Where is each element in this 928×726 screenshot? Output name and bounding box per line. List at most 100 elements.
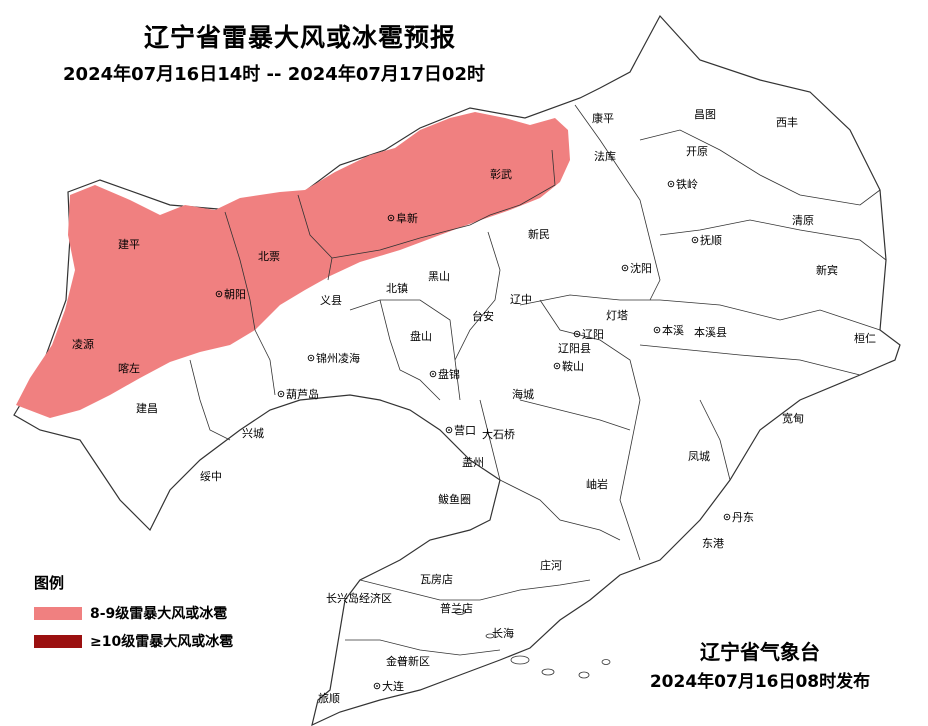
legend-title: 图例 [34,574,65,592]
city-label: 喀左 [118,362,140,375]
city-label: 长兴岛经济区 [326,591,392,605]
city-label: 东港 [702,537,724,550]
city-label: 兴城 [242,427,264,440]
capital-dot-icon [556,365,558,367]
capital-dot-icon [694,239,696,241]
capital-dot-icon [624,267,626,269]
city-label: 本溪县 [694,325,727,339]
issue-time: 2024年07月16日08时发布 [649,672,871,692]
capital-marker-icon [691,236,699,244]
city-label: 辽阳 [582,328,604,341]
legend-label-10-plus: ≥10级雷暴大风或冰雹 [90,634,234,650]
capital-marker-icon [573,330,581,338]
capital-marker-icon [307,354,315,362]
capital-dot-icon [726,516,728,518]
city-label: 黑山 [428,270,450,283]
city-label: 盖州 [462,455,484,469]
city-label: 辽中 [510,293,532,306]
city-label: 沈阳 [630,261,652,275]
province-outline [13,14,901,726]
city-label: 锦州凌海 [316,351,360,365]
capital-dot-icon [576,333,578,335]
capital-marker-icon [387,214,395,222]
city-label: 葫芦岛 [286,387,319,401]
capital-marker-icon [621,264,629,272]
capital-marker-icon [429,370,437,378]
city-label: 彰武 [490,167,512,181]
city-label: 开原 [686,145,708,158]
city-label: 普兰店 [440,601,473,615]
legend-label-8-9: 8-9级雷暴大风或冰雹 [90,606,228,622]
city-label: 大连 [382,679,404,693]
legend: 图例 8-9级雷暴大风或冰雹 ≥10级雷暴大风或冰雹 [34,572,233,657]
city-label: 营口 [454,423,476,437]
capital-dot-icon [670,183,672,185]
city-label: 丹东 [732,511,754,524]
capital-marker-icon [373,682,381,690]
city-label: 台安 [472,309,494,323]
county-borders [189,104,887,656]
city-label: 法库 [594,149,616,163]
city-label: 绥中 [200,470,222,483]
city-label: 昌图 [694,108,716,121]
city-label: 灯塔 [606,309,628,322]
city-label: 北镇 [386,281,408,295]
capital-dot-icon [280,393,282,395]
legend-swatch-light [34,606,82,620]
legend-item-10-plus: ≥10级雷暴大风或冰雹 [34,629,233,653]
city-label: 新宾 [816,263,838,277]
city-label: 庄河 [540,558,562,572]
city-label: 岫岩 [586,477,608,491]
capital-dot-icon [448,429,450,431]
city-label: 鲅鱼圈 [438,492,471,506]
city-label: 辽阳县 [558,342,591,355]
city-label: 凤城 [688,450,710,463]
city-label: 建平 [118,237,140,251]
city-label: 大石桥 [482,427,515,441]
forecast-period: 2024年07月16日14时 -- 2024年07月17日02时 [63,64,485,85]
city-label: 抚顺 [700,233,722,247]
city-label: 凌源 [72,337,94,351]
city-label: 建昌 [136,401,158,415]
issuer-name: 辽宁省气象台 [700,640,820,664]
city-label: 盘锦 [438,367,460,381]
city-label: 铁岭 [676,177,698,191]
map-title: 辽宁省雷暴大风或冰雹预报 [143,23,456,52]
city-label: 清原 [792,214,814,227]
capital-dot-icon [432,373,434,375]
capital-marker-icon [215,290,223,298]
city-label: 朝阳 [224,288,246,301]
capital-dot-icon [310,357,312,359]
capital-dot-icon [218,293,220,295]
capital-marker-icon [553,362,561,370]
city-label: 本溪 [662,323,684,337]
capital-marker-icon [445,426,453,434]
city-label: 金普新区 [386,654,430,668]
capital-dot-icon [656,329,658,331]
city-label: 鞍山 [562,359,584,373]
city-label: 瓦房店 [420,572,453,586]
city-label: 海城 [512,387,534,401]
legend-item-8-9: 8-9级雷暴大风或冰雹 [34,601,233,625]
legend-swatch-dark [34,634,82,648]
warning-zone-8-9 [16,112,570,418]
city-label: 北票 [258,250,280,263]
islands [397,609,611,679]
city-label: 康平 [592,111,614,125]
city-label: 宽甸 [782,411,804,425]
city-label: 长海 [492,626,514,640]
capital-marker-icon [277,390,285,398]
capital-marker-icon [653,326,661,334]
capital-dot-icon [376,685,378,687]
city-label: 桓仁 [854,331,876,345]
city-label: 旅顺 [318,691,340,705]
city-label: 盘山 [410,329,432,343]
capital-marker-icon [723,513,731,521]
issuer-block: 辽宁省气象台 2024年07月16日08时发布 [610,636,910,692]
city-label: 西丰 [776,116,798,129]
city-label: 义县 [320,294,342,307]
capital-marker-icon [667,180,675,188]
capital-dot-icon [390,217,392,219]
